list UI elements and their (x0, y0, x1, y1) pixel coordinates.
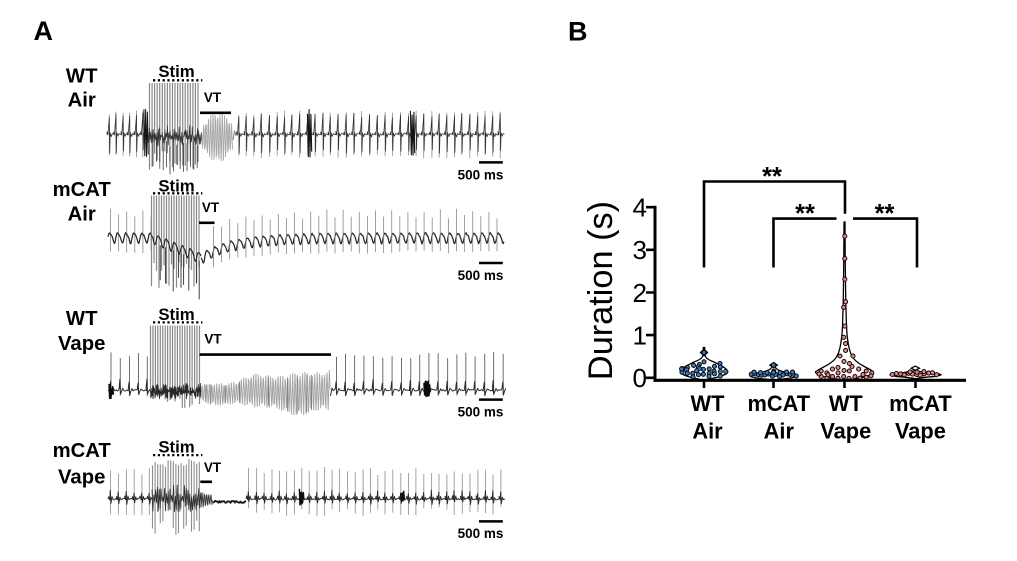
svg-text:Vape: Vape (820, 419, 871, 444)
svg-text:0: 0 (633, 363, 647, 393)
svg-text:**: ** (762, 163, 782, 191)
svg-text:Duration (s): Duration (s) (582, 201, 620, 380)
svg-text:WT: WT (829, 391, 864, 416)
svg-text:Stim: Stim (158, 177, 194, 196)
svg-text:4: 4 (633, 193, 647, 223)
svg-text:mCAT: mCAT (53, 440, 112, 462)
svg-text:WT: WT (691, 391, 726, 416)
svg-text:Stim: Stim (158, 305, 194, 324)
svg-text:A: A (34, 16, 54, 46)
svg-text:VT: VT (204, 332, 222, 347)
svg-text:500 ms: 500 ms (458, 168, 504, 183)
svg-text:**: ** (795, 200, 815, 228)
svg-text:B: B (568, 17, 588, 47)
svg-text:Vape: Vape (58, 333, 105, 355)
svg-text:Stim: Stim (158, 437, 194, 456)
svg-text:Vape: Vape (895, 419, 946, 444)
svg-text:Stim: Stim (158, 62, 194, 81)
svg-text:500 ms: 500 ms (458, 526, 504, 541)
svg-text:WT: WT (66, 65, 98, 87)
svg-text:VT: VT (204, 90, 222, 105)
svg-text:VT: VT (202, 200, 220, 215)
svg-text:500 ms: 500 ms (458, 405, 504, 420)
svg-text:**: ** (875, 200, 895, 228)
svg-text:3: 3 (633, 235, 647, 265)
svg-text:mCAT: mCAT (889, 391, 952, 416)
svg-text:VT: VT (204, 460, 222, 475)
svg-text:2: 2 (633, 278, 647, 308)
svg-text:WT: WT (66, 308, 98, 330)
svg-text:1: 1 (633, 320, 647, 350)
svg-text:Air: Air (68, 89, 96, 111)
svg-text:Air: Air (764, 419, 795, 444)
svg-text:Air: Air (692, 419, 723, 444)
svg-text:Air: Air (68, 204, 96, 226)
svg-text:mCAT: mCAT (53, 179, 112, 201)
svg-text:500 ms: 500 ms (458, 268, 504, 283)
svg-text:mCAT: mCAT (748, 391, 811, 416)
svg-text:Vape: Vape (58, 466, 105, 488)
